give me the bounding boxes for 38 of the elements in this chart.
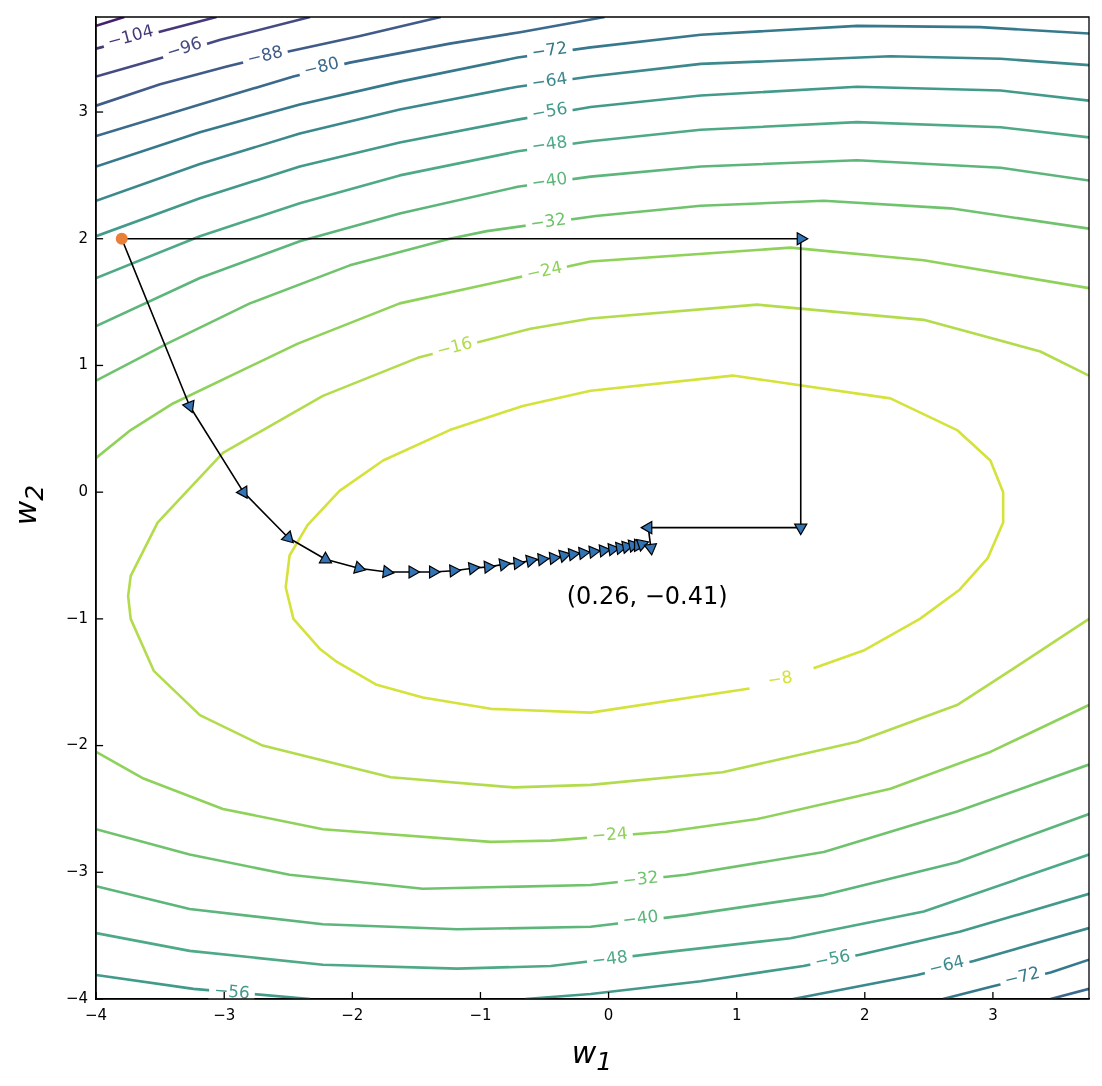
annotation: −56 — [529, 97, 569, 124]
x-tick-label: 1 — [731, 1005, 742, 1024]
annotation: −80 — [301, 52, 342, 81]
annotation: −64 — [530, 67, 569, 93]
annotation: −72 — [530, 37, 569, 63]
y-tick-label: −4 — [65, 988, 89, 1007]
annotation: −88 — [245, 40, 285, 69]
annotation: −104 — [105, 20, 156, 52]
annotation: −72 — [1002, 961, 1042, 990]
annotation: −40 — [621, 905, 660, 930]
y-tick-label: 2 — [78, 228, 89, 247]
annotation: −40 — [530, 167, 569, 193]
x-tick-label: 2 — [860, 1005, 870, 1024]
x-tick-label: 3 — [988, 1005, 998, 1024]
x-tick-label: 0 — [603, 1005, 614, 1024]
annotation: −48 — [530, 131, 569, 156]
x-tick-label: −3 — [213, 1005, 236, 1024]
x-tick-label: −2 — [341, 1005, 364, 1024]
annotation: (0.26, −0.41) — [566, 581, 728, 610]
y-tick-label: 0 — [78, 482, 89, 501]
annotation: −32 — [529, 208, 568, 234]
x-tick-label: −1 — [469, 1005, 492, 1024]
annotation: −24 — [591, 822, 629, 846]
y-tick-label: 3 — [78, 101, 89, 120]
annotation: −64 — [926, 950, 967, 979]
annotation: −48 — [590, 946, 629, 971]
annotation: −24 — [524, 256, 564, 284]
x-axis-title: w$_{1}$ — [571, 1035, 613, 1076]
y-tick-label: −2 — [65, 735, 89, 754]
annotation: −8 — [766, 666, 794, 690]
y-tick-label: −1 — [65, 608, 89, 627]
annotation: −56 — [812, 944, 853, 972]
y-tick-label: −3 — [65, 862, 89, 881]
annotation: −96 — [163, 32, 205, 62]
annotation: −16 — [434, 332, 475, 361]
annotation: −56 — [213, 979, 251, 1003]
y-tick-label: 1 — [78, 355, 89, 374]
annotation: −32 — [621, 866, 660, 891]
